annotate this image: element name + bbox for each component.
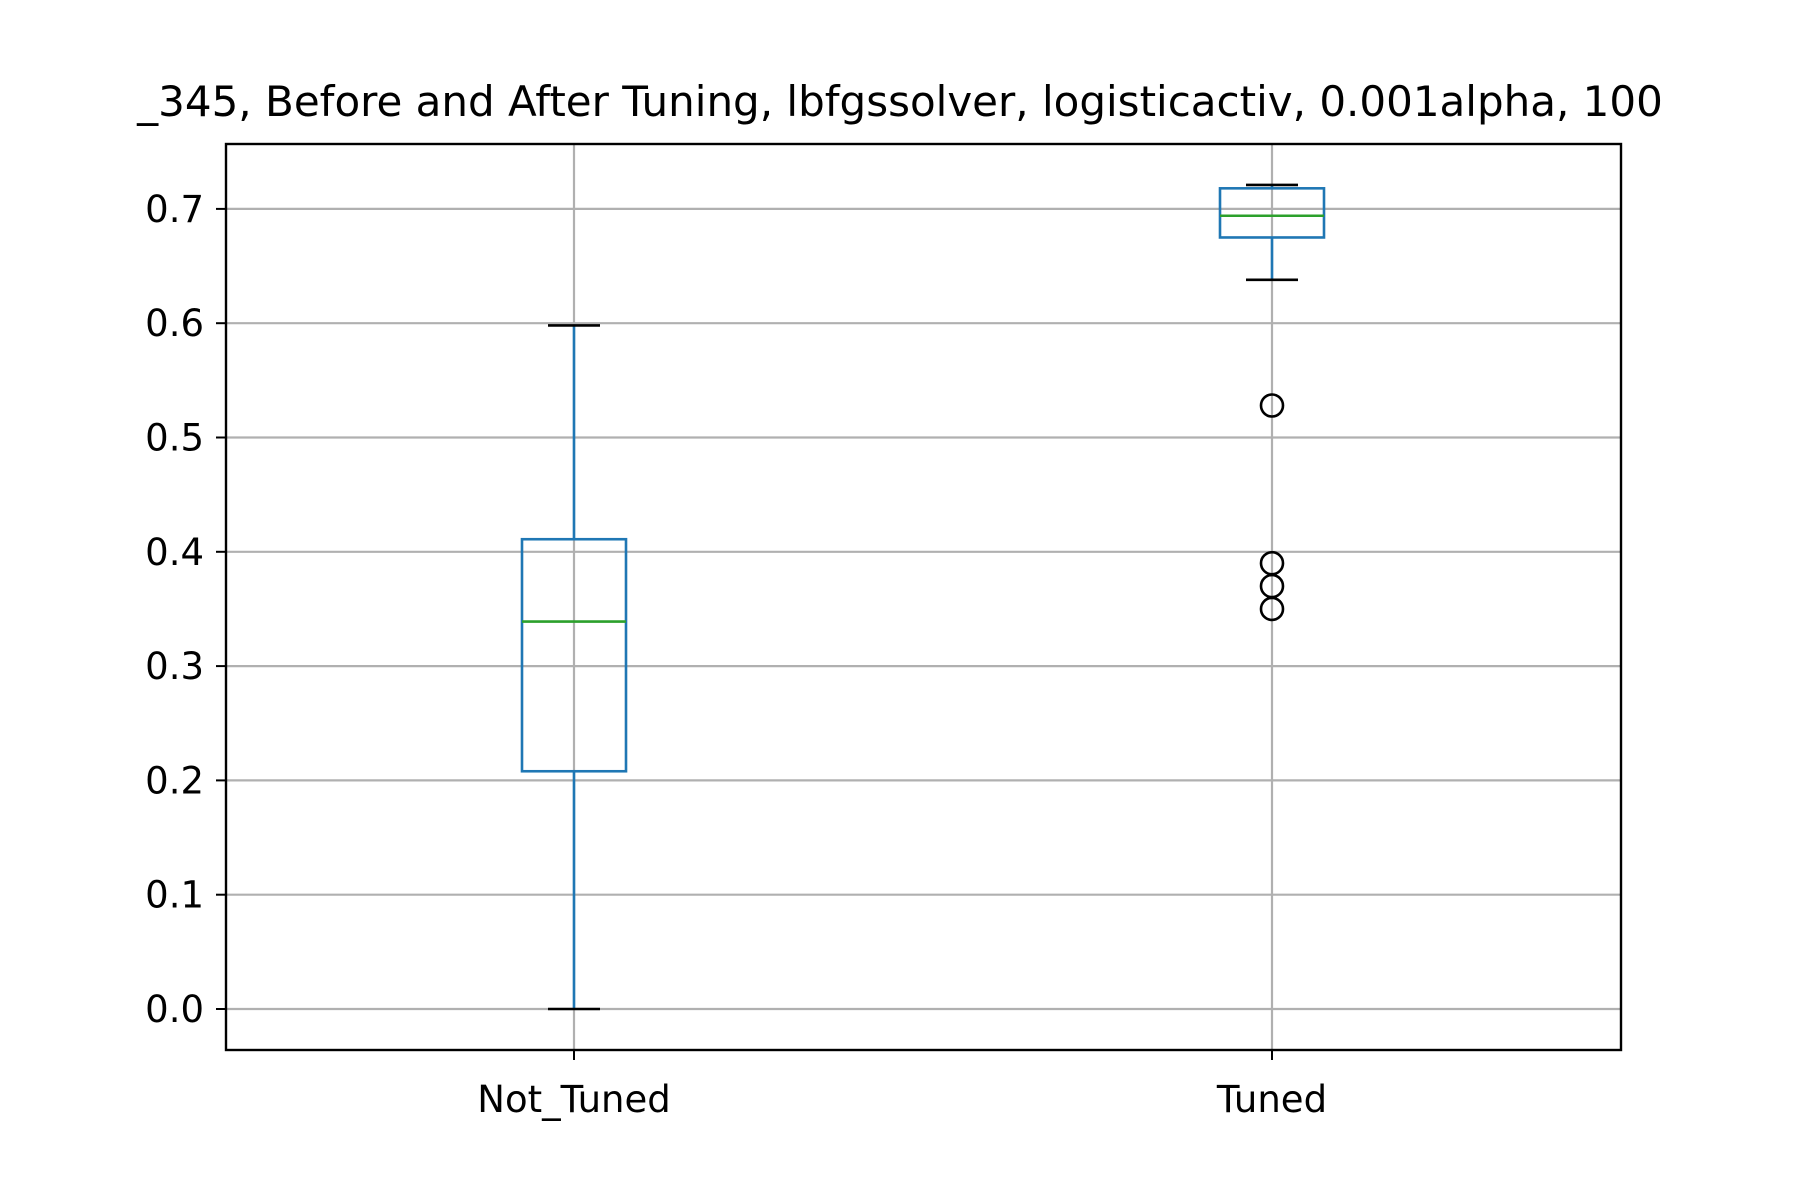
- grid-lines: [226, 144, 1621, 1050]
- x-axis: Not_Tuned Tuned: [477, 1050, 1327, 1121]
- iqr-box: [1218, 187, 1326, 239]
- y-tick-label: 0.1: [145, 874, 204, 917]
- box-tuned: [1218, 183, 1326, 622]
- y-tick-label: 0.5: [145, 417, 204, 460]
- x-tick-label: Tuned: [1216, 1078, 1327, 1121]
- y-axis: 0.0 0.1 0.2 0.3 0.4 0.5 0.6 0.7: [145, 188, 226, 1031]
- iqr-box: [520, 537, 628, 773]
- y-tick-label: 0.6: [145, 302, 204, 345]
- chart-title: _345, Before and After Tuning, lbfgssolv…: [136, 77, 1663, 126]
- outlier-point: [1259, 596, 1285, 622]
- y-tick-label: 0.4: [145, 531, 204, 574]
- y-tick-label: 0.0: [145, 988, 204, 1031]
- box-plots: [520, 183, 1326, 1011]
- x-tick-label: Not_Tuned: [477, 1078, 670, 1121]
- plot-area-frame: [224, 142, 1623, 1052]
- box-not-tuned: [520, 324, 628, 1011]
- y-tick-label: 0.7: [145, 188, 204, 231]
- y-tick-label: 0.2: [145, 759, 204, 802]
- y-tick-label: 0.3: [145, 645, 204, 688]
- outlier-point: [1259, 393, 1285, 418]
